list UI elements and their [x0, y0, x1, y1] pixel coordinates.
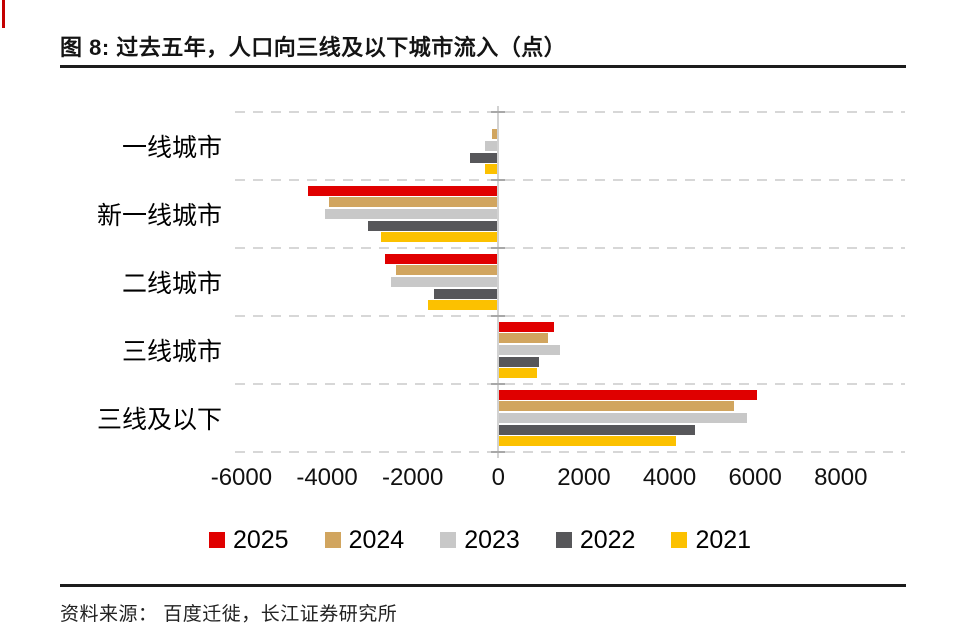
bar-2024 — [498, 401, 734, 412]
legend-swatch-icon — [324, 532, 341, 548]
x-tick-label: 6000 — [728, 464, 782, 491]
footer-divider — [60, 584, 906, 587]
legend-item-2025: 2025 — [208, 525, 289, 555]
group-separator-gridline — [235, 315, 905, 317]
zero-axis-tick — [491, 383, 506, 385]
red-corner-mark — [2, 0, 5, 28]
legend-item-2022: 2022 — [555, 525, 636, 555]
legend-label: 2025 — [232, 525, 289, 554]
category-label: 三线及以下 — [96, 406, 222, 434]
x-tick-label: 4000 — [642, 464, 697, 491]
category-label: 二线城市 — [121, 270, 222, 298]
bar-2024 — [491, 129, 499, 140]
legend-label: 2022 — [579, 525, 636, 554]
category-label: 三线城市 — [121, 338, 222, 366]
x-tick-label: 2000 — [557, 464, 611, 491]
legend-item-2024: 2024 — [324, 525, 405, 555]
zero-axis-tick — [491, 111, 506, 113]
bar-2023 — [485, 141, 499, 151]
bar-2025 — [384, 253, 499, 264]
bar-2023 — [324, 209, 499, 219]
bar-2025 — [307, 185, 499, 196]
zero-axis-tick — [491, 247, 506, 249]
zero-axis-tick — [491, 179, 506, 181]
bar-2022 — [434, 288, 499, 299]
legend-swatch-icon — [671, 532, 688, 548]
zero-axis-tick — [491, 451, 506, 453]
bar-2024 — [395, 265, 499, 276]
bar-2021 — [498, 368, 537, 379]
bar-2022 — [498, 356, 539, 367]
zero-axis-line — [497, 106, 500, 458]
plot-area — [235, 111, 905, 453]
bar-2023 — [498, 413, 747, 423]
bar-2025 — [498, 389, 758, 400]
x-tick-label: 8000 — [814, 464, 868, 491]
x-tick-label: -2000 — [381, 464, 444, 491]
bar-2023 — [391, 277, 499, 287]
chart-title: 图 8: 过去五年，人口向三线及以下城市流入（点） — [60, 35, 567, 60]
group-separator-gridline — [235, 179, 905, 181]
group-separator-gridline — [235, 111, 905, 113]
bar-2022 — [470, 152, 499, 163]
x-tick-label: -4000 — [296, 464, 358, 491]
legend-swatch-icon — [440, 532, 457, 548]
legend-label: 2024 — [348, 525, 405, 554]
group-separator-gridline — [235, 247, 905, 249]
x-tick-label: 0 — [491, 464, 505, 491]
legend-swatch-icon — [208, 532, 225, 548]
bar-2022 — [498, 424, 696, 435]
bar-2021 — [427, 300, 499, 311]
category-label: 新一线城市 — [96, 202, 222, 230]
bar-2022 — [367, 220, 499, 231]
legend-swatch-icon — [555, 532, 572, 548]
title-divider — [60, 65, 906, 68]
legend-item-2023: 2023 — [440, 526, 520, 555]
source-note: 资料来源： 百度迁徙，长江证券研究所 — [60, 604, 398, 625]
legend-item-2021: 2021 — [671, 526, 751, 555]
zero-axis-tick — [491, 315, 506, 317]
x-tick-label: -6000 — [210, 464, 273, 491]
group-separator-gridline — [235, 383, 905, 385]
legend-label: 2023 — [464, 525, 520, 554]
legend: 2025 2024 2023 2022 2021 — [0, 522, 960, 558]
bar-2024 — [329, 197, 499, 208]
category-label: 一线城市 — [121, 134, 222, 162]
bar-2025 — [498, 321, 554, 332]
bar-2021 — [380, 232, 499, 243]
bar-2021 — [498, 436, 676, 447]
bar-2024 — [498, 333, 548, 344]
bar-2021 — [484, 164, 499, 175]
group-separator-gridline — [235, 451, 905, 453]
legend-label: 2021 — [695, 525, 752, 554]
bar-2023 — [498, 345, 561, 355]
bar-chart: 一线城市新一线城市二线城市三线城市三线及以下 -6000 -4000 -2000 0 2… — [0, 106, 960, 558]
